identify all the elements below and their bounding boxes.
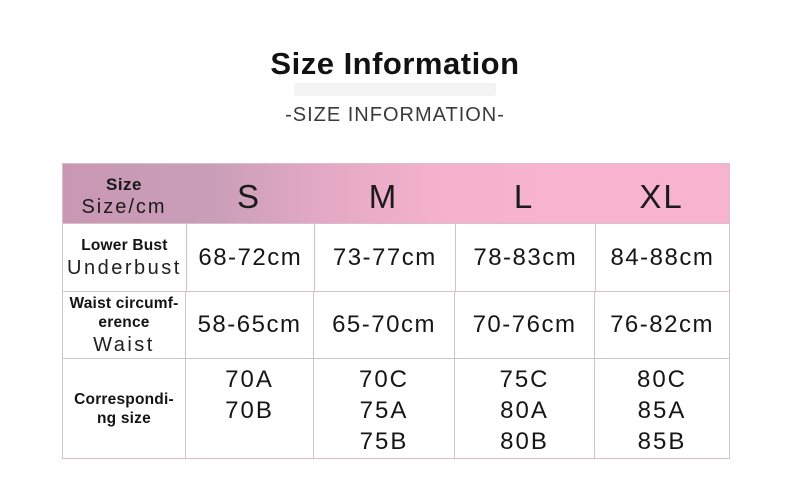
- value-line: 85A: [637, 397, 687, 424]
- value-line: 75C: [499, 366, 550, 393]
- value-cell: 70-76cm: [454, 291, 594, 358]
- value-cell: 70C 75A 75B: [313, 358, 454, 458]
- header-label-line1: Size: [105, 175, 143, 194]
- value-cell: 76-82cm: [594, 291, 729, 358]
- row-label-bold-line: erence: [98, 313, 150, 331]
- size-header-l: L: [513, 178, 535, 215]
- value-line: 80B: [500, 428, 549, 455]
- table-header: Size Size/cm S M L XL: [63, 164, 729, 223]
- table-row: Lower Bust Underbust 68-72cm 73-77cm 78-83cm…: [63, 223, 729, 291]
- value-line: 80A: [500, 397, 549, 424]
- page-title: Size Information: [270, 46, 520, 81]
- size-table: Size Size/cm S M L XL Lower Bust Underbust 68…: [62, 163, 730, 459]
- value-cell: 65-70cm: [313, 291, 454, 358]
- table-body: Lower Bust Underbust 68-72cm 73-77cm 78-83cm…: [63, 223, 729, 458]
- row-label-cell: Correspondi-ng size: [63, 358, 185, 458]
- row-label-bold-line: Lower Bust: [81, 236, 168, 254]
- value-cell: 58-65cm: [185, 291, 313, 358]
- size-header-xl: XL: [639, 178, 684, 215]
- size-header-m: M: [368, 178, 399, 215]
- page-subtitle: -SIZE INFORMATION-: [285, 104, 505, 126]
- row-label-bold-line: Correspondi-: [74, 390, 174, 408]
- row-label-bold-line: ng size: [97, 409, 151, 427]
- row-label-sub: Waist: [93, 333, 155, 356]
- value-line: 75B: [359, 428, 409, 455]
- size-header-s: S: [236, 178, 261, 215]
- value-cell: 84-88cm: [594, 223, 729, 291]
- value-line: 80C: [636, 366, 688, 393]
- row-label-sub: Underbust: [67, 256, 182, 279]
- title-underline-shadow: [294, 83, 496, 96]
- value-line: 85B: [637, 428, 687, 455]
- value-cell: 78-83cm: [454, 223, 595, 291]
- row-label-cell: Lower Bust Underbust: [63, 223, 186, 291]
- table-row: Waist circumf-erence Waist 58-65cm 65-70cm 7…: [63, 291, 729, 358]
- value-cell: 70A 70B: [185, 358, 313, 458]
- value-line: 75A: [359, 397, 409, 424]
- row-label-cell: Waist circumf-erence Waist: [63, 291, 185, 358]
- header-label-line2: Size/cm: [81, 196, 167, 218]
- value-cell: 80C 85A 85B: [594, 358, 729, 458]
- value-cell: 68-72cm: [185, 223, 314, 291]
- value-line: 70C: [358, 366, 410, 393]
- value-cell: 73-77cm: [313, 223, 455, 291]
- value-cell: 75C 80A 80B: [454, 358, 594, 458]
- header-label-cell: Size Size/cm: [63, 164, 185, 223]
- row-label-bold-line: Waist circumf-: [69, 294, 179, 312]
- value-line: 70A: [225, 366, 274, 393]
- value-line: 70B: [225, 397, 274, 424]
- table-row: Correspondi-ng size 70A 70B 70C 75A 75B 75C 80A…: [63, 358, 729, 458]
